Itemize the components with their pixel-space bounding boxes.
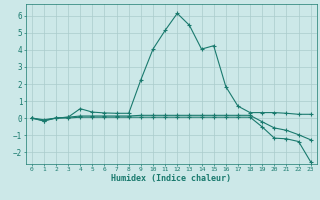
X-axis label: Humidex (Indice chaleur): Humidex (Indice chaleur)	[111, 174, 231, 183]
